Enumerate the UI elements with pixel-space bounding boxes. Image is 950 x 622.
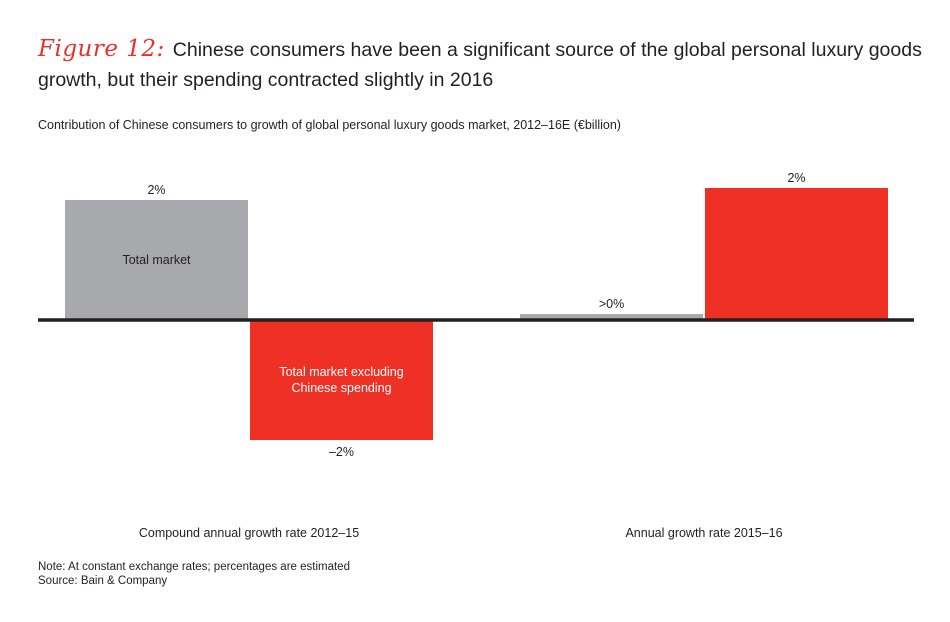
category-label-1: Compound annual growth rate 2012–15 xyxy=(139,526,359,540)
source-text: Source: Bain & Company xyxy=(38,575,168,587)
chart-subtitle: Contribution of Chinese consumers to gro… xyxy=(38,118,621,132)
chart-footnotes: Note: At constant exchange rates; percen… xyxy=(38,560,350,588)
figure-title-text: Chinese consumers have been a significan… xyxy=(38,39,922,91)
inbar-label-total-line1: Total market xyxy=(122,253,191,267)
bar-excluding-2 xyxy=(705,188,888,320)
bar-total-1 xyxy=(65,200,248,320)
data-label-excluding-2: 2% xyxy=(787,171,805,185)
note-text: Note: At constant exchange rates; percen… xyxy=(38,561,350,573)
data-label-excluding-1: –2% xyxy=(329,445,354,459)
figure-title: Figure 12: Chinese consumers have been a … xyxy=(38,34,928,95)
figure-label: Figure 12: xyxy=(38,36,165,62)
bar-total-2 xyxy=(520,314,703,320)
category-label-2: Annual growth rate 2015–16 xyxy=(625,526,782,540)
bar-excluding-1 xyxy=(250,320,433,440)
data-label-total-2: >0% xyxy=(599,297,624,311)
inbar-label-excluding-line2: Chinese spending xyxy=(291,381,391,395)
inbar-label-excluding-line1: Total market excluding xyxy=(279,365,403,379)
data-label-total-1: 2% xyxy=(147,183,165,197)
